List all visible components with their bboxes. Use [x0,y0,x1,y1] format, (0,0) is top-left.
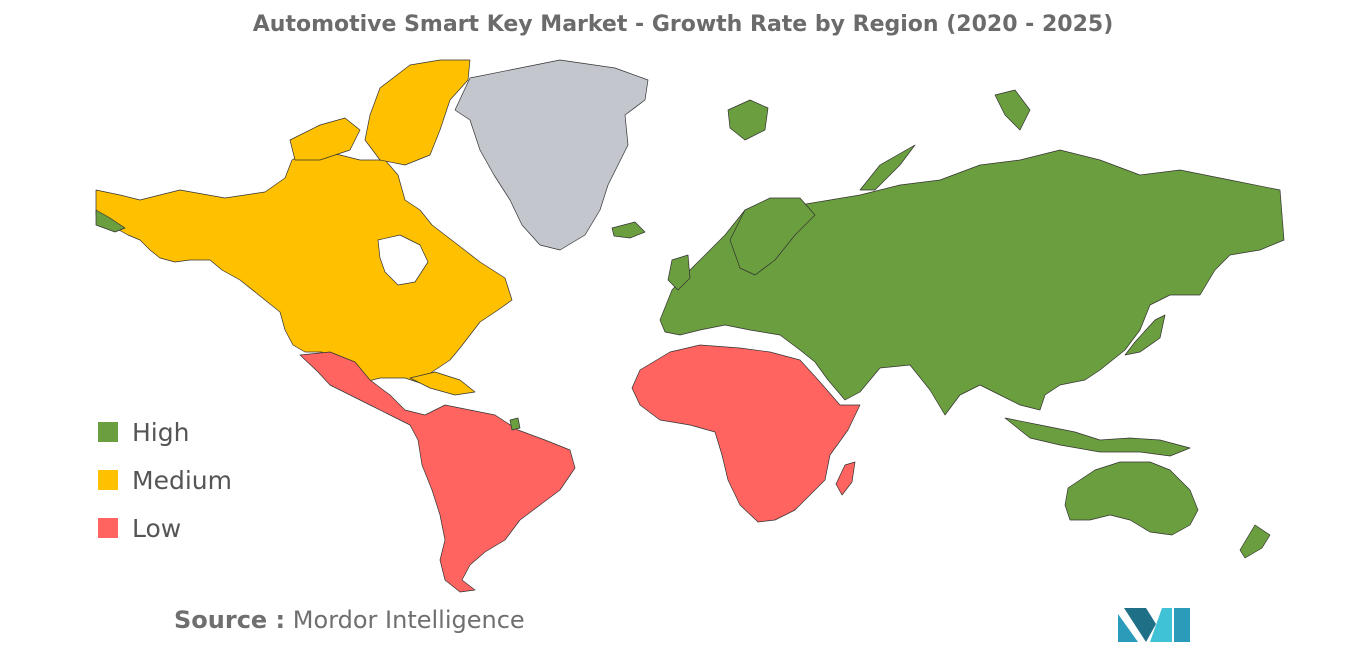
region-greenland [454,59,649,251]
region-australia [1064,461,1199,536]
legend-item-medium: Medium [98,456,232,504]
region-novaya-zemlya [859,144,916,191]
legend-swatch-low [98,518,118,538]
legend: High Medium Low [98,408,232,552]
chart-title: Automotive Smart Key Market - Growth Rat… [252,12,1114,37]
region-canada-islands [364,59,471,166]
legend-label-high: High [132,417,190,447]
region-canada-islands-2 [289,117,361,161]
region-uk [667,254,691,291]
region-french-guiana [509,417,521,431]
legend-item-high: High [98,408,232,456]
region-arctic-islands [727,99,769,141]
region-siberia-islands [994,89,1031,131]
legend-label-medium: Medium [132,465,232,495]
region-north-america [95,149,513,384]
legend-label-low: Low [132,513,182,543]
region-africa [631,344,861,523]
region-latin-america [299,351,576,593]
region-eurasia [659,149,1285,416]
region-far-east [95,209,126,233]
legend-swatch-high [98,422,118,442]
region-japan [1124,314,1166,356]
legend-item-low: Low [98,504,232,552]
region-indonesia [1004,417,1191,457]
source-line: Source : Mordor Intelligence [174,606,525,634]
region-caribbean [409,371,476,396]
region-iceland [611,221,646,239]
source-name: Mordor Intelligence [292,606,525,634]
region-madagascar [835,461,856,496]
region-scandinavia [729,197,816,276]
mordor-intelligence-logo [1118,608,1190,642]
source-prefix: Source : [174,606,286,634]
region-new-zealand [1239,524,1271,559]
legend-swatch-medium [98,470,118,490]
